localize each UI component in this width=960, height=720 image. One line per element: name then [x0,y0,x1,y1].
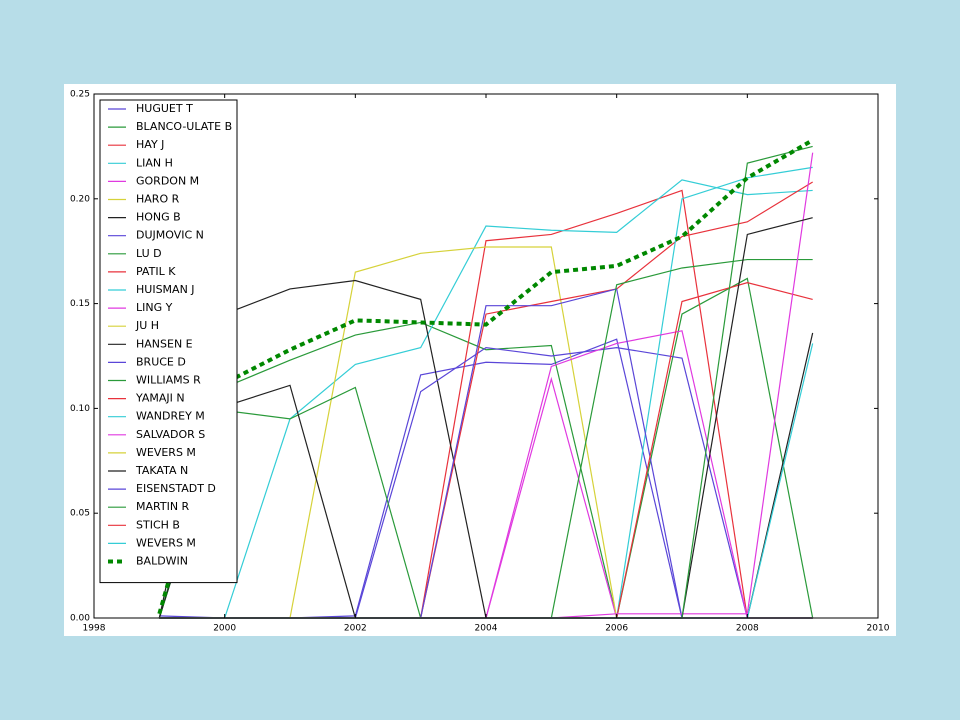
legend-label: GORDON M [136,174,199,187]
legend-label: MARTIN R [136,500,190,513]
legend-label: LU D [136,247,162,260]
x-tick-label: 2002 [344,624,367,634]
y-tick-label: 0.25 [70,90,90,100]
series-line [158,277,814,619]
legend-label: BRUCE D [136,355,186,368]
legend-label: HONG B [136,211,181,224]
legend-label: LING Y [136,301,173,314]
legend-label: PATIL K [136,265,176,278]
y-tick-label: 0.05 [70,509,90,519]
y-tick-label: 0.20 [70,194,90,204]
x-tick-label: 2000 [213,624,236,634]
legend-label: DUJMOVIC N [136,229,204,242]
legend-label: HANSEN E [136,337,193,350]
legend-label: EISENSTADT D [136,482,216,495]
y-tick-label: 0.15 [70,299,90,309]
x-tick-label: 2004 [475,624,498,634]
legend-label: LIAN H [136,156,173,169]
series-line [159,179,813,619]
x-tick-label: 2010 [867,624,890,634]
legend-label: HAY J [136,138,164,151]
legend-label: BALDWIN [136,555,188,568]
y-tick-label: 0.00 [70,614,90,624]
legend-label: WILLIAMS R [136,374,201,387]
legend-label: WANDREY M [136,410,205,423]
legend-label: YAMAJI N [135,392,185,405]
x-tick-label: 2008 [736,624,759,634]
legend-label: JU H [135,319,159,332]
legend-label: WEVERS M [136,446,196,459]
legend-label: SALVADOR S [136,428,205,441]
legend-label: STICH B [136,518,180,531]
legend-label: BLANCO-ULATE B [136,120,232,133]
legend-box [99,99,238,584]
legend-label: TAKATA N [135,464,188,477]
x-tick-label: 2006 [605,624,628,634]
legend-label: HUGUET T [136,102,193,115]
series-line [157,138,814,615]
legend-label: HUISMAN J [136,283,195,296]
legend-label: WEVERS M [136,536,196,549]
x-tick-label: 1998 [83,624,106,634]
legend: HUGUET T BLANCO-ULATE B HAY J LIAN H GORDON … [99,99,238,584]
legend-label: HARO R [136,193,180,206]
y-tick-label: 0.10 [70,404,90,414]
